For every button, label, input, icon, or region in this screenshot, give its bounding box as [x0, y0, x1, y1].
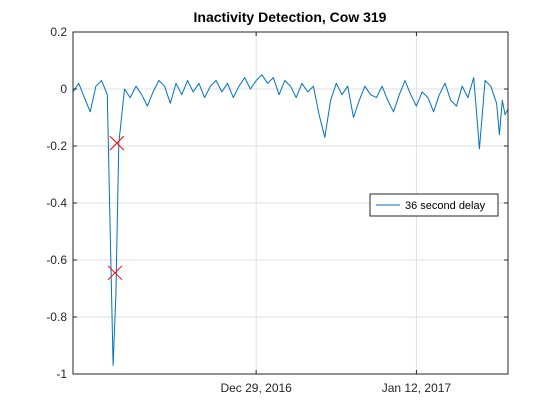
legend: 36 second delay	[369, 193, 499, 217]
x-tick-label: Jan 12, 2017	[382, 381, 452, 395]
y-tick-label: -0.4	[46, 196, 67, 210]
marker-stroke	[107, 265, 123, 281]
y-tick-label: -0.8	[46, 310, 67, 324]
y-tick-label: -0.2	[46, 139, 67, 153]
series-layer	[72, 74, 509, 366]
chart-title: Inactivity Detection, Cow 319	[194, 9, 387, 25]
y-tick-label: 0.2	[50, 25, 67, 39]
marker-stroke	[109, 135, 125, 151]
detection-marker	[107, 265, 123, 281]
y-tick-label: 0	[60, 82, 67, 96]
x-tick-label: Dec 29, 2016	[220, 381, 292, 395]
ticks-layer: 0.2 0 -0.2 -0.4 -0.6 -0.8 -1 Dec 29, 2016 Jan 12…	[46, 25, 508, 395]
y-tick-label: -0.6	[46, 253, 67, 267]
y-tick-label: -1	[56, 367, 67, 381]
detection-marker	[109, 135, 125, 151]
series-line	[72, 74, 509, 366]
legend-box	[369, 193, 499, 217]
legend-label: 36 second delay	[405, 200, 486, 212]
markers-layer	[107, 135, 125, 281]
